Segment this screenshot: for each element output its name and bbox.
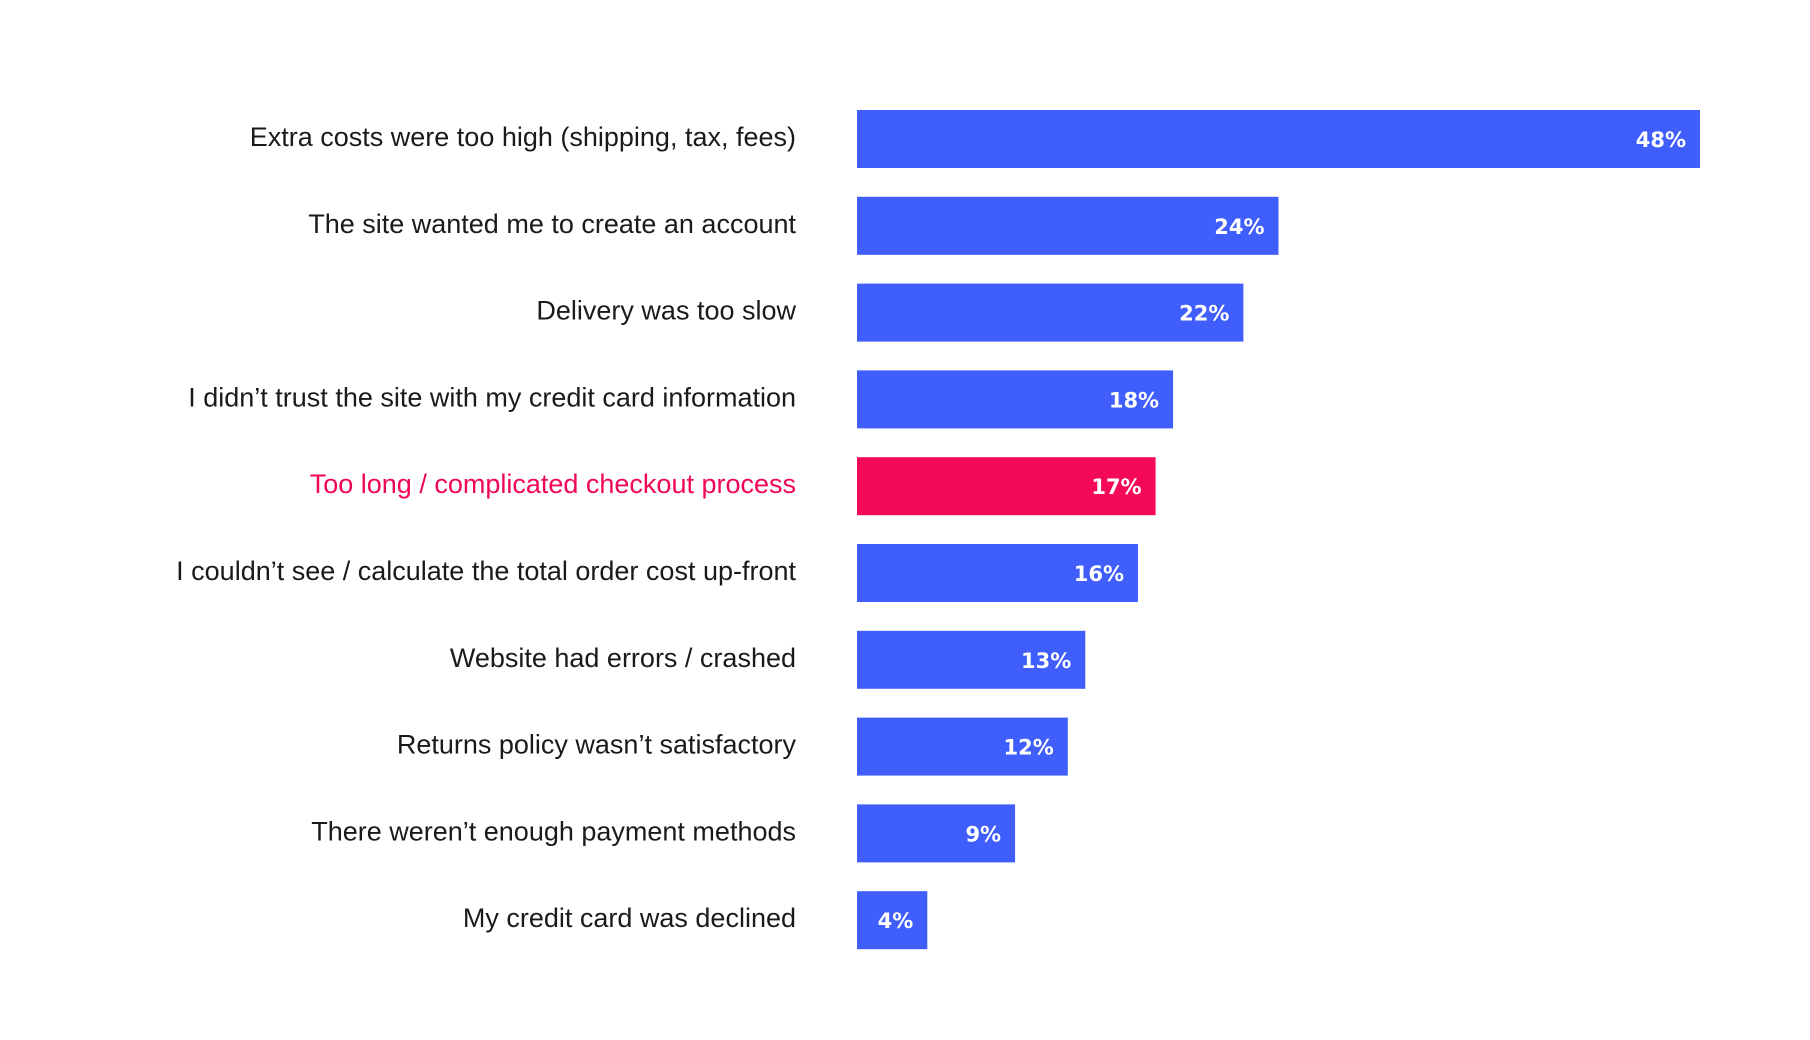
value-label: 22%: [1179, 302, 1229, 326]
category-label: Website had errors / crashed: [450, 643, 796, 673]
category-label: My credit card was declined: [463, 903, 796, 933]
value-label: 17%: [1091, 475, 1141, 499]
bar-9: [857, 804, 1016, 863]
value-label: 12%: [1004, 736, 1054, 760]
bar-4: [857, 370, 1174, 429]
value-label: 4%: [878, 909, 914, 933]
bar-2: [857, 196, 1279, 255]
value-label: 16%: [1074, 562, 1124, 586]
category-label: Returns policy wasn’t satisfactory: [397, 730, 797, 760]
bar-5: [857, 457, 1156, 516]
value-label: 48%: [1636, 128, 1686, 152]
category-label: The site wanted me to create an account: [308, 209, 796, 239]
bar-6: [857, 544, 1138, 602]
value-label: 13%: [1021, 649, 1071, 673]
category-label: Too long / complicated checkout process: [310, 469, 796, 499]
bar-3: [857, 283, 1244, 342]
value-label: 18%: [1109, 388, 1159, 412]
category-label: Delivery was too slow: [536, 296, 796, 326]
bar-7: [857, 630, 1086, 689]
bar-1: [857, 110, 1700, 168]
value-label: 9%: [965, 822, 1001, 846]
bars: [857, 110, 1700, 950]
category-label: There weren’t enough payment methods: [311, 816, 796, 846]
bar-10: [857, 891, 928, 950]
category-label: I didn’t trust the site with my credit c…: [188, 382, 796, 412]
value-labels: 48% 24% 22% 18% 17% 16% 13% 12% 9% 4%: [878, 128, 1686, 933]
bar-8: [857, 717, 1068, 776]
category-label: I couldn’t see / calculate the total ord…: [176, 556, 796, 586]
category-label: Extra costs were too high (shipping, tax…: [250, 122, 796, 152]
value-label: 24%: [1214, 215, 1264, 239]
category-labels: Extra costs were too high (shipping, tax…: [176, 122, 796, 933]
